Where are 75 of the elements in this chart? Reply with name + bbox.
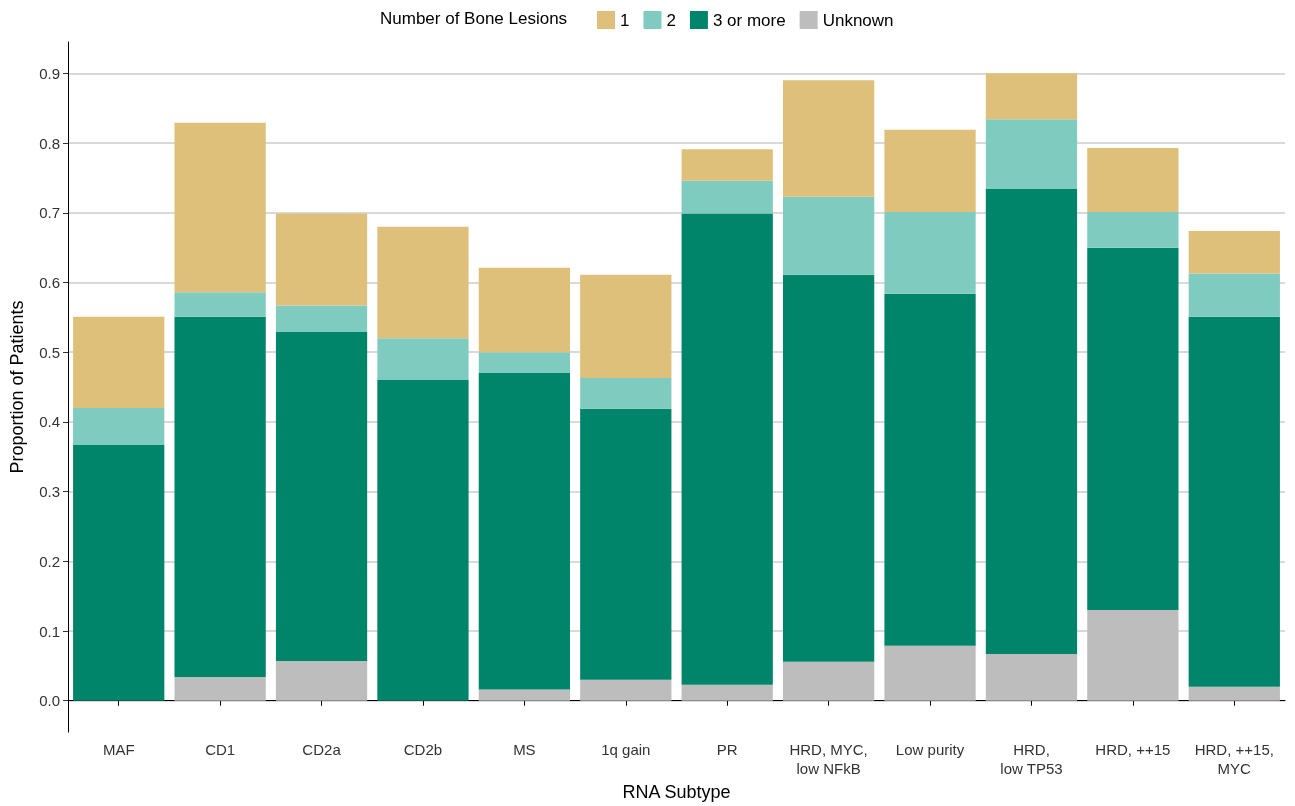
legend-label: 1 xyxy=(620,10,630,30)
legend-title: Number of Bone Lesions xyxy=(380,9,568,28)
bar xyxy=(73,407,165,445)
bar xyxy=(174,122,266,293)
y-tick-label: 0.7 xyxy=(39,204,60,222)
x-tick-label: HRD, ++15, MYC xyxy=(1194,741,1274,778)
y-tick-label: 0.9 xyxy=(39,64,60,82)
bar xyxy=(884,293,976,646)
bar xyxy=(377,338,469,381)
bar xyxy=(580,274,672,378)
bar xyxy=(681,684,773,701)
y-axis-title: Proportion of Patients xyxy=(7,300,27,474)
bar xyxy=(985,189,1078,655)
bar xyxy=(1087,610,1179,701)
y-tick-label: 0.4 xyxy=(39,413,60,431)
bar xyxy=(1188,273,1280,317)
bar xyxy=(681,149,773,181)
bar xyxy=(275,331,368,661)
x-tick-label: CD2a xyxy=(302,741,342,759)
bar xyxy=(478,267,571,353)
bar xyxy=(782,274,875,662)
x-tick-label: PR xyxy=(716,741,738,759)
bar xyxy=(884,129,976,213)
legend-label: 2 xyxy=(666,10,676,30)
bar xyxy=(884,212,976,294)
legend-label: 3 or more xyxy=(712,10,786,30)
bar xyxy=(884,645,976,701)
legend-label: Unknown xyxy=(822,10,894,30)
bar xyxy=(681,213,773,685)
x-tick-label: 1q gain xyxy=(601,741,651,759)
bar xyxy=(73,316,165,408)
bar xyxy=(1087,147,1179,213)
bar xyxy=(174,677,266,701)
x-tick-label: CD2b xyxy=(403,741,443,759)
x-tick-label: CD1 xyxy=(205,741,236,759)
x-tick-label: HRD, ++15 xyxy=(1095,741,1171,759)
y-tick-label: 0.1 xyxy=(39,622,60,640)
bar xyxy=(478,373,571,690)
x-tick-label: MS xyxy=(513,741,536,759)
bar xyxy=(275,661,368,701)
bar xyxy=(73,444,165,701)
bar xyxy=(580,679,672,701)
bar xyxy=(174,292,266,317)
bar xyxy=(985,73,1078,120)
y-tick-label: 0.3 xyxy=(39,483,60,501)
bar xyxy=(782,80,875,197)
bar xyxy=(782,661,875,701)
y-tick-label: 0.0 xyxy=(39,692,60,710)
bar xyxy=(275,305,368,332)
x-tick-label: HRD, low TP53 xyxy=(1000,741,1063,778)
y-tick-label: 0.8 xyxy=(39,134,60,152)
bar xyxy=(478,689,571,701)
y-tick-label: 0.2 xyxy=(39,552,60,570)
x-tick-label: Low purity xyxy=(895,741,965,759)
x-tick-label: HRD, MYC, low NFkB xyxy=(789,741,868,778)
bar xyxy=(1188,686,1280,701)
bar xyxy=(478,352,571,374)
bar xyxy=(174,316,266,678)
bar xyxy=(1188,316,1280,687)
bar xyxy=(580,377,672,409)
y-tick-label: 0.5 xyxy=(39,343,60,361)
bar xyxy=(275,213,368,306)
bar xyxy=(580,408,672,680)
x-tick-label: MAF xyxy=(102,741,135,759)
x-axis-title: RNA Subtype xyxy=(622,782,731,802)
bar xyxy=(1087,247,1179,611)
bar xyxy=(782,196,875,275)
y-tick-label: 0.6 xyxy=(39,273,60,291)
bar xyxy=(377,226,469,339)
bar xyxy=(377,380,469,701)
bar xyxy=(1087,212,1179,248)
bar xyxy=(681,180,773,214)
bar xyxy=(985,654,1078,701)
bar xyxy=(1188,230,1280,274)
bar xyxy=(985,119,1078,190)
